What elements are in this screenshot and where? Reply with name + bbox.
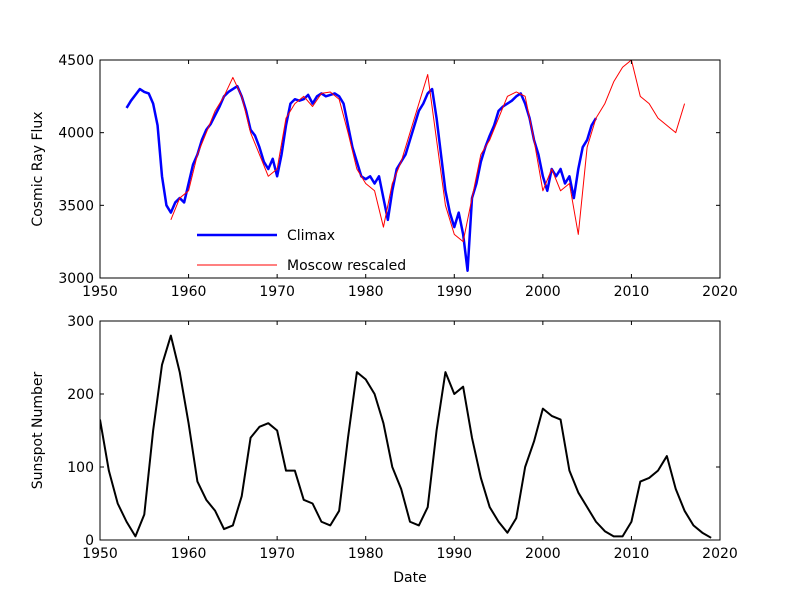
y-tick-label: 3000 <box>58 271 94 287</box>
legend-label: Climax <box>287 228 335 244</box>
x-tick-label: 1960 <box>171 546 207 562</box>
y-tick-label: 100 <box>67 460 94 476</box>
x-tick-label: 1960 <box>171 284 207 300</box>
y-tick-label: 4500 <box>58 53 94 69</box>
y-tick-label: 4000 <box>58 126 94 142</box>
x-tick-label: 1950 <box>82 546 118 562</box>
x-tick-label: 1980 <box>348 546 384 562</box>
x-tick-label: 1950 <box>82 284 118 300</box>
y-axis-label: Sunspot Number <box>30 371 46 489</box>
legend-label: Moscow rescaled <box>287 258 406 274</box>
x-tick-label: 2000 <box>525 546 561 562</box>
y-tick-label: 300 <box>67 314 94 330</box>
x-tick-label: 2020 <box>702 284 738 300</box>
x-tick-label: 2000 <box>525 284 561 300</box>
x-tick-label: 2020 <box>702 546 738 562</box>
y-tick-label: 200 <box>67 387 94 403</box>
plot-area <box>125 60 686 272</box>
axes-frame <box>99 320 721 541</box>
y-tick-label: 3500 <box>58 198 94 214</box>
x-tick-label: 1980 <box>348 284 384 300</box>
x-tick-label: 2010 <box>614 284 650 300</box>
series-line <box>100 334 712 539</box>
x-tick-label: 1970 <box>259 546 295 562</box>
axes-frame <box>99 59 721 279</box>
x-tick-label: 1990 <box>436 284 472 300</box>
y-tick-label: 0 <box>85 533 94 549</box>
x-axis-label: Date <box>393 570 426 586</box>
x-tick-label: 1970 <box>259 284 295 300</box>
y-axis-label: Cosmic Ray Flux <box>30 111 46 226</box>
x-tick-label: 1990 <box>436 546 472 562</box>
series-line <box>170 60 686 243</box>
plot-area <box>100 334 712 539</box>
x-tick-label: 2010 <box>614 546 650 562</box>
